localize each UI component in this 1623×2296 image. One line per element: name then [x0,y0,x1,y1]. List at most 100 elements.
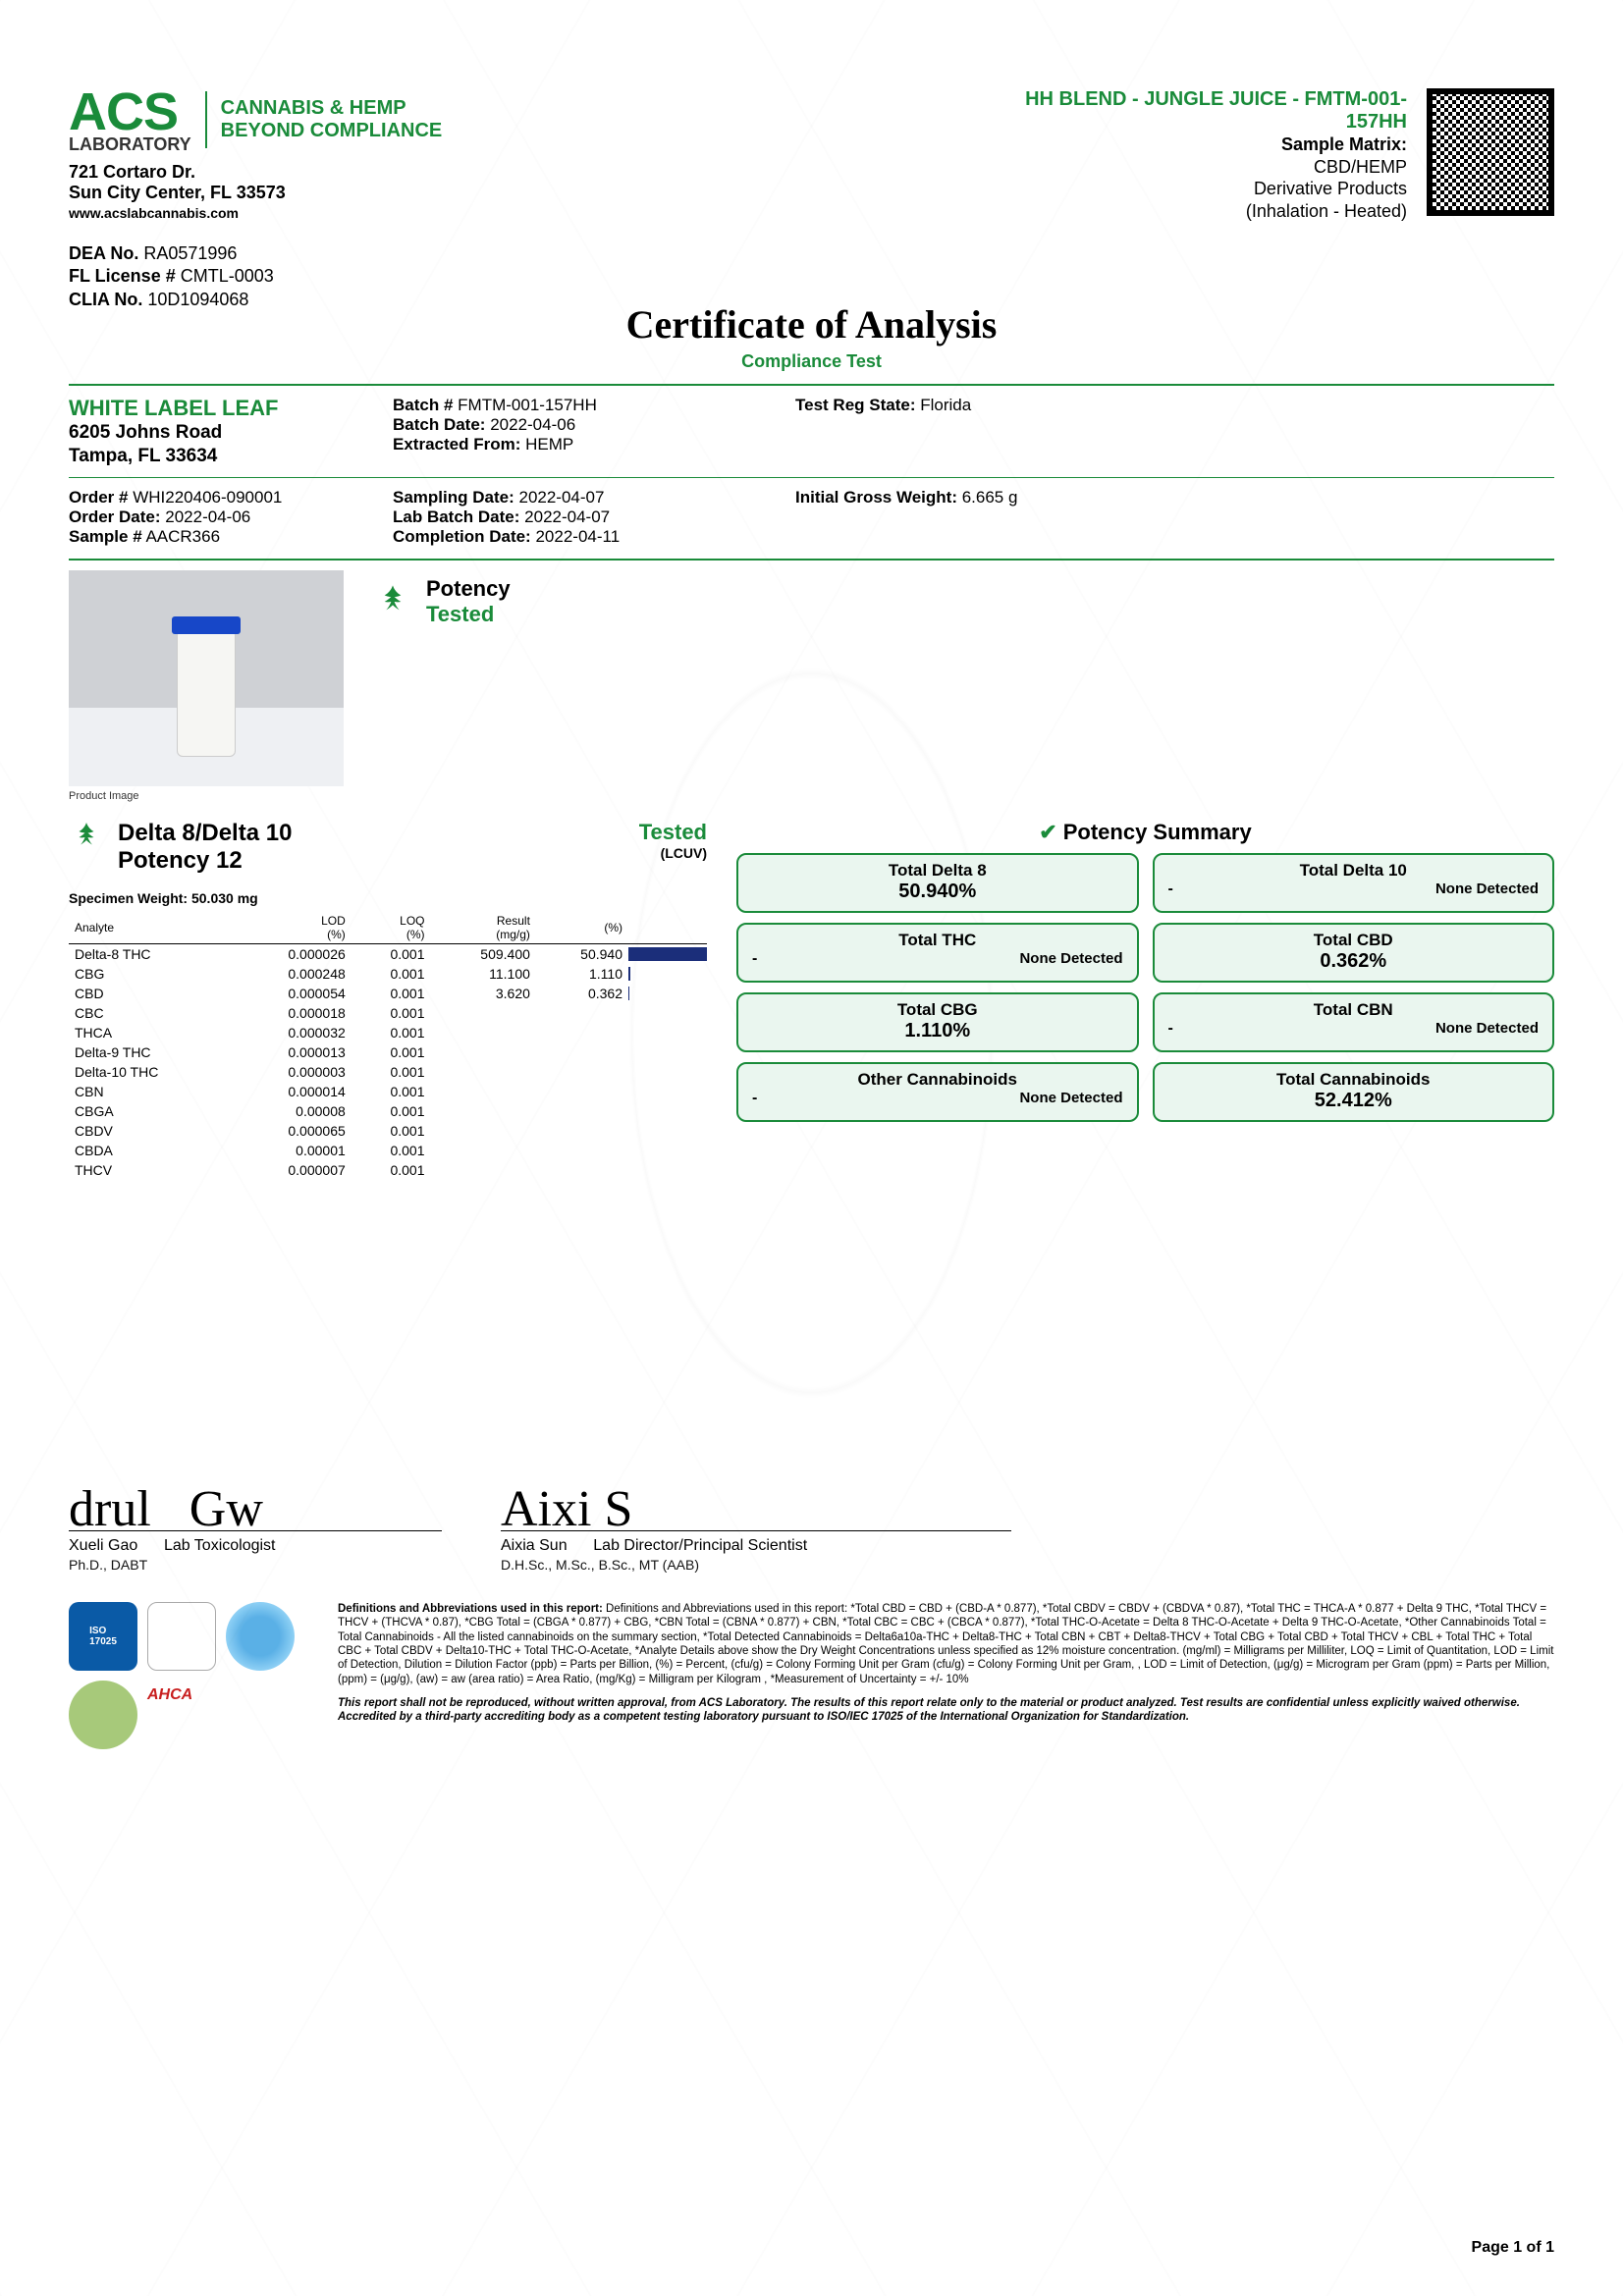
cell-loq: 0.001 [352,984,431,1003]
signatures: drul Gw Xueli Gao Lab Toxicologist Ph.D.… [69,1494,1554,1573]
cell-lod: 0.00008 [233,1101,352,1121]
lab-address: 721 Cortaro Dr. Sun City Center, FL 3357… [69,162,442,203]
potency-table: Analyte LOD(%) LOQ(%) Result(mg/g) (%) D… [69,912,707,1180]
cell-bar [628,1062,707,1082]
cell-bar [628,1003,707,1023]
cell-res: 509.400 [431,943,536,964]
sum-val: 52.412% [1168,1090,1540,1112]
rule-mid1 [69,477,1554,478]
summary-box: Total Cannabinoids52.412% [1153,1062,1555,1122]
cell-loq: 0.001 [352,1101,431,1121]
dea: DEA No. RA0571996 [69,242,442,265]
leaf-logo [69,1681,137,1749]
cell-pct [536,1042,628,1062]
col-res: Result(mg/g) [431,912,536,944]
table-row: CBN0.0000140.001 [69,1082,707,1101]
cell-res: 11.100 [431,964,536,984]
summary-title: ✔Potency Summary [736,820,1554,845]
cell-pct: 50.940 [536,943,628,964]
col-pct: (%) [536,912,628,944]
table-row: CBGA0.000080.001 [69,1101,707,1121]
tested-row: Product Image Potency Tested [69,570,1554,802]
cell-analyte: Delta-8 THC [69,943,233,964]
cell-res [431,1062,536,1082]
cell-loq: 0.001 [352,1121,431,1141]
dash: - [1168,1020,1173,1038]
addr1: 721 Cortaro Dr. [69,162,442,183]
cell-lod: 0.000032 [233,1023,352,1042]
dates-col: Sampling Date: 2022-04-07 Lab Batch Date… [393,488,766,547]
iso-logo: ISO17025 [69,1602,137,1671]
info-grid-2: Order # WHI220406-090001 Order Date: 202… [69,488,1554,547]
fl: FL License # CMTL-0003 [69,265,442,288]
cell-bar [628,1023,707,1042]
cell-analyte: THCA [69,1023,233,1042]
cell-bar [628,964,707,984]
cell-pct [536,1121,628,1141]
cell-analyte: THCV [69,1160,233,1180]
sample-matrix: Sample Matrix: CBD/HEMP Derivative Produ… [995,133,1407,222]
dash: - [752,950,757,968]
potency-table-section: Delta 8/Delta 10 Potency 12 Tested (LCUV… [69,820,707,1179]
logo-tagline: CANNABIS & HEMP BEYOND COMPLIANCE [221,97,443,142]
sum-val: 50.940% [752,881,1123,903]
table-row: Delta-10 THC0.0000030.001 [69,1062,707,1082]
summary-box: Total Delta 850.940% [736,853,1139,913]
table-row: Delta-9 THC0.0000130.001 [69,1042,707,1062]
sum-val: 0.362% [1168,950,1540,973]
pjla-logo [147,1602,216,1671]
cell-bar [628,1141,707,1160]
cell-bar [628,943,707,964]
dash: - [1168,881,1173,898]
cell-loq: 0.001 [352,1042,431,1062]
table-row: CBDV0.0000650.001 [69,1121,707,1141]
cell-loq: 0.001 [352,1003,431,1023]
cell-lod: 0.00001 [233,1141,352,1160]
sum-val: None Detected [1435,881,1539,897]
sig-1: drul Gw Xueli Gao Lab Toxicologist Ph.D.… [69,1494,442,1573]
cell-pct [536,1003,628,1023]
matrix3: (Inhalation - Heated) [1246,201,1407,221]
summary-section: ✔Potency Summary Total Delta 850.940% Tot… [736,820,1554,1179]
cell-bar [628,1042,707,1062]
leaf-icon [373,582,412,621]
col-loq: LOQ(%) [352,912,431,944]
cell-bar [628,984,707,1003]
cell-analyte: CBGA [69,1101,233,1121]
summary-box: Total Delta 10-None Detected [1153,853,1555,913]
lab-site: www.acslabcannabis.com [69,205,442,221]
cell-pct: 0.362 [536,984,628,1003]
cell-lod: 0.000003 [233,1062,352,1082]
sum-lbl: Other Cannabinoids [752,1070,1123,1090]
logo: ACS LABORATORY CANNABIS & HEMP BEYOND CO… [69,88,442,152]
client-col: WHITE LABEL LEAF 6205 Johns Road Tampa, … [69,396,363,468]
addr2: Sun City Center, FL 33573 [69,183,442,203]
cell-analyte: CBD [69,984,233,1003]
table-row: CBDA0.000010.001 [69,1141,707,1160]
header-right: HH BLEND - JUNGLE JUICE - FMTM-001-157HH… [995,88,1554,222]
photo-wrap: Product Image [69,570,344,802]
cell-lod: 0.000018 [233,1003,352,1023]
cell-bar [628,1121,707,1141]
client-name: WHITE LABEL LEAF [69,396,363,421]
cell-res [431,1121,536,1141]
fine-print: Definitions and Abbreviations used in th… [338,1602,1554,1735]
page: ACS LABORATORY CANNABIS & HEMP BEYOND CO… [0,0,1623,2296]
logo-divider [205,91,207,148]
sum-val: 1.110% [752,1020,1123,1042]
cell-pct [536,1062,628,1082]
cell-res [431,1023,536,1042]
sig1-script: drul Gw [69,1494,442,1524]
summary-box: Total CBG1.110% [736,992,1139,1052]
cell-pct [536,1023,628,1042]
cell-analyte: CBN [69,1082,233,1101]
cell-analyte: CBDA [69,1141,233,1160]
col-bar [628,912,707,944]
round-logo [226,1602,295,1671]
clia: CLIA No. 10D1094068 [69,289,442,311]
cell-res [431,1101,536,1121]
table-row: CBG0.0002480.00111.1001.110 [69,964,707,984]
tested-tag: Tested (LCUV) [639,820,707,861]
summary-box: Other Cannabinoids-None Detected [736,1062,1139,1122]
cell-analyte: CBG [69,964,233,984]
